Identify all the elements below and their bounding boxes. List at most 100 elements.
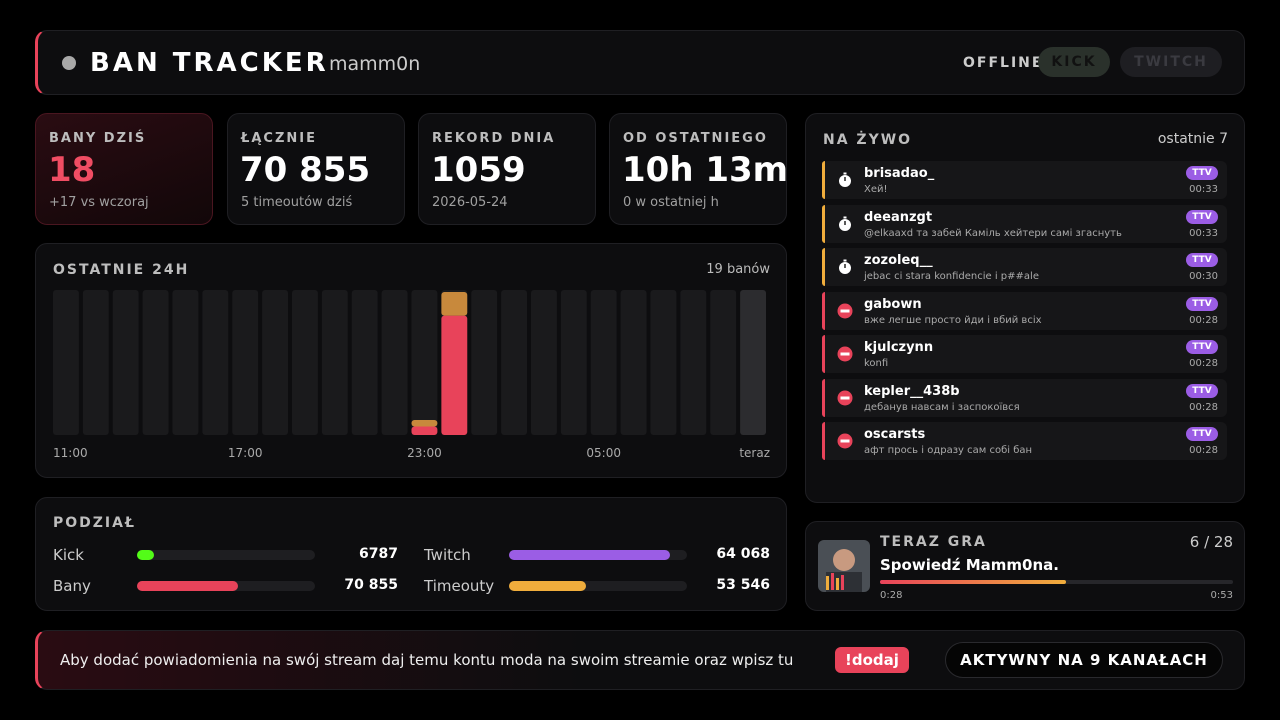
- twitch-button[interactable]: TWITCH: [1120, 47, 1222, 77]
- split-label: Bany: [53, 577, 91, 595]
- stat-label: REKORD DNIA: [432, 131, 556, 146]
- split-bar: [509, 550, 670, 560]
- split-track: [509, 581, 687, 591]
- bar-slot: [82, 290, 109, 435]
- split-bar: [137, 550, 155, 560]
- bar-slot: [172, 290, 199, 435]
- ban-icon: [837, 433, 853, 449]
- stat-card: [227, 113, 405, 225]
- message: @elkaaxd та забей Каміль хейтери самі зг…: [864, 227, 1122, 239]
- split-track: [137, 581, 315, 591]
- kick-button[interactable]: KICK: [1038, 47, 1110, 77]
- bar-slot: [53, 290, 79, 435]
- x-tick-label: 17:00: [228, 446, 263, 460]
- split-track: [509, 550, 687, 560]
- message: вже легше просто йди і вбий всіх: [864, 314, 1042, 326]
- stat-card: [35, 113, 213, 225]
- bar-slot: [262, 290, 288, 435]
- x-tick-label: 23:00: [407, 446, 442, 460]
- bar-slot: [650, 290, 677, 435]
- username: zozoleq__: [864, 253, 933, 268]
- ban-icon: [837, 390, 853, 405]
- split-track: [137, 550, 315, 560]
- accent: [822, 204, 825, 243]
- footer-text: Aby dodać powiadomienia na swój stream d…: [60, 651, 794, 669]
- split-value: 64 068: [716, 546, 770, 562]
- accent: [822, 248, 825, 286]
- bar-slot: [232, 290, 259, 435]
- chart-summary: 19 banów: [706, 262, 770, 277]
- badge: TTV: [1186, 166, 1218, 180]
- split-title: PODZIAŁ: [53, 515, 136, 531]
- time: 00:28: [1189, 358, 1218, 369]
- chart-title: OSTATNIE 24H: [53, 262, 190, 278]
- split-label: Twitch: [424, 546, 471, 564]
- accent: [822, 161, 825, 199]
- bar-slot: [411, 290, 438, 435]
- duration: 0:53: [1210, 590, 1233, 601]
- bar-slot: [560, 290, 587, 435]
- accent: [822, 422, 825, 460]
- stat-card: [418, 113, 596, 225]
- split-bar: [509, 581, 586, 591]
- message: jebac ci stara konfidencie i p##ale: [864, 271, 1039, 282]
- stat-value: 70 855: [240, 150, 371, 190]
- accent: [822, 378, 825, 417]
- bar-slot: [710, 290, 737, 435]
- bar-slot: [531, 290, 557, 435]
- split-label: Timeouty: [424, 577, 495, 595]
- timeout-icon: [839, 172, 851, 187]
- stat-note: 0 w ostatniej h: [623, 195, 719, 210]
- time: 00:28: [1189, 401, 1218, 413]
- command[interactable]: !dodaj: [835, 647, 909, 673]
- feed-item: deeanzgt @elkaaxd та забей Каміль хейтери…: [822, 204, 1227, 243]
- split-label: Kick: [53, 546, 84, 564]
- username: kepler__438b: [864, 383, 960, 399]
- message: афт прось і одразу сам собі бан: [864, 445, 1033, 456]
- bar-slot: [292, 290, 318, 435]
- username: brisadao_: [864, 166, 935, 181]
- time: 00:33: [1189, 184, 1218, 195]
- timeout-icon: [839, 216, 851, 231]
- badge: TTV: [1186, 296, 1218, 311]
- username: gabown: [864, 296, 922, 312]
- timeout-icon: [839, 259, 851, 274]
- np-title: TERAZ GRA: [880, 534, 987, 550]
- bar-slot: [620, 290, 647, 435]
- bar-slot: [680, 290, 707, 435]
- bar-slot: [471, 290, 498, 435]
- channel-name: mamm0n: [329, 53, 421, 75]
- np-position: 6 / 28: [1189, 533, 1233, 551]
- now-playing: [805, 521, 1245, 611]
- split-value: 70 855: [344, 577, 398, 593]
- bar-slot: [501, 290, 527, 435]
- time: 00:28: [1189, 445, 1218, 456]
- feed-item: oscarsts афт прось і одразу сам собі бан T…: [822, 422, 1227, 460]
- time: 00:33: [1189, 227, 1218, 239]
- bar-slot: [112, 290, 139, 435]
- message: konfi: [864, 358, 889, 369]
- feed-item: kepler__438b дебанув навсам і заспокоївся…: [822, 378, 1227, 417]
- stat-value: 18: [48, 150, 96, 190]
- bar-segment: [441, 315, 468, 435]
- song-title: Spowiedź Mamm0na.: [880, 556, 1059, 574]
- badge: TTV: [1186, 383, 1218, 398]
- ban-icon: [837, 346, 853, 362]
- badge: TTV: [1186, 209, 1218, 224]
- bar-slot: [590, 290, 617, 435]
- feed-item: brisadao_ Хей! TTV 00:33: [822, 161, 1227, 199]
- stat-label: OD OSTATNIEGO: [623, 131, 768, 146]
- x-tick-label: 05:00: [586, 446, 621, 460]
- bar-slot: [202, 290, 229, 435]
- stat-card: [609, 113, 787, 225]
- bar-segment: [411, 426, 438, 435]
- bar-slot: [321, 290, 348, 435]
- username: kjulczynn: [864, 340, 934, 355]
- accent: [822, 335, 825, 373]
- feed-item: gabown вже легше просто йди і вбий всіх TT…: [822, 291, 1227, 330]
- username: oscarsts: [864, 427, 926, 442]
- active-channels: AKTYWNY NA 9 KANAŁACH: [945, 642, 1223, 678]
- split-bar: [137, 581, 239, 591]
- status-dot: [62, 56, 76, 70]
